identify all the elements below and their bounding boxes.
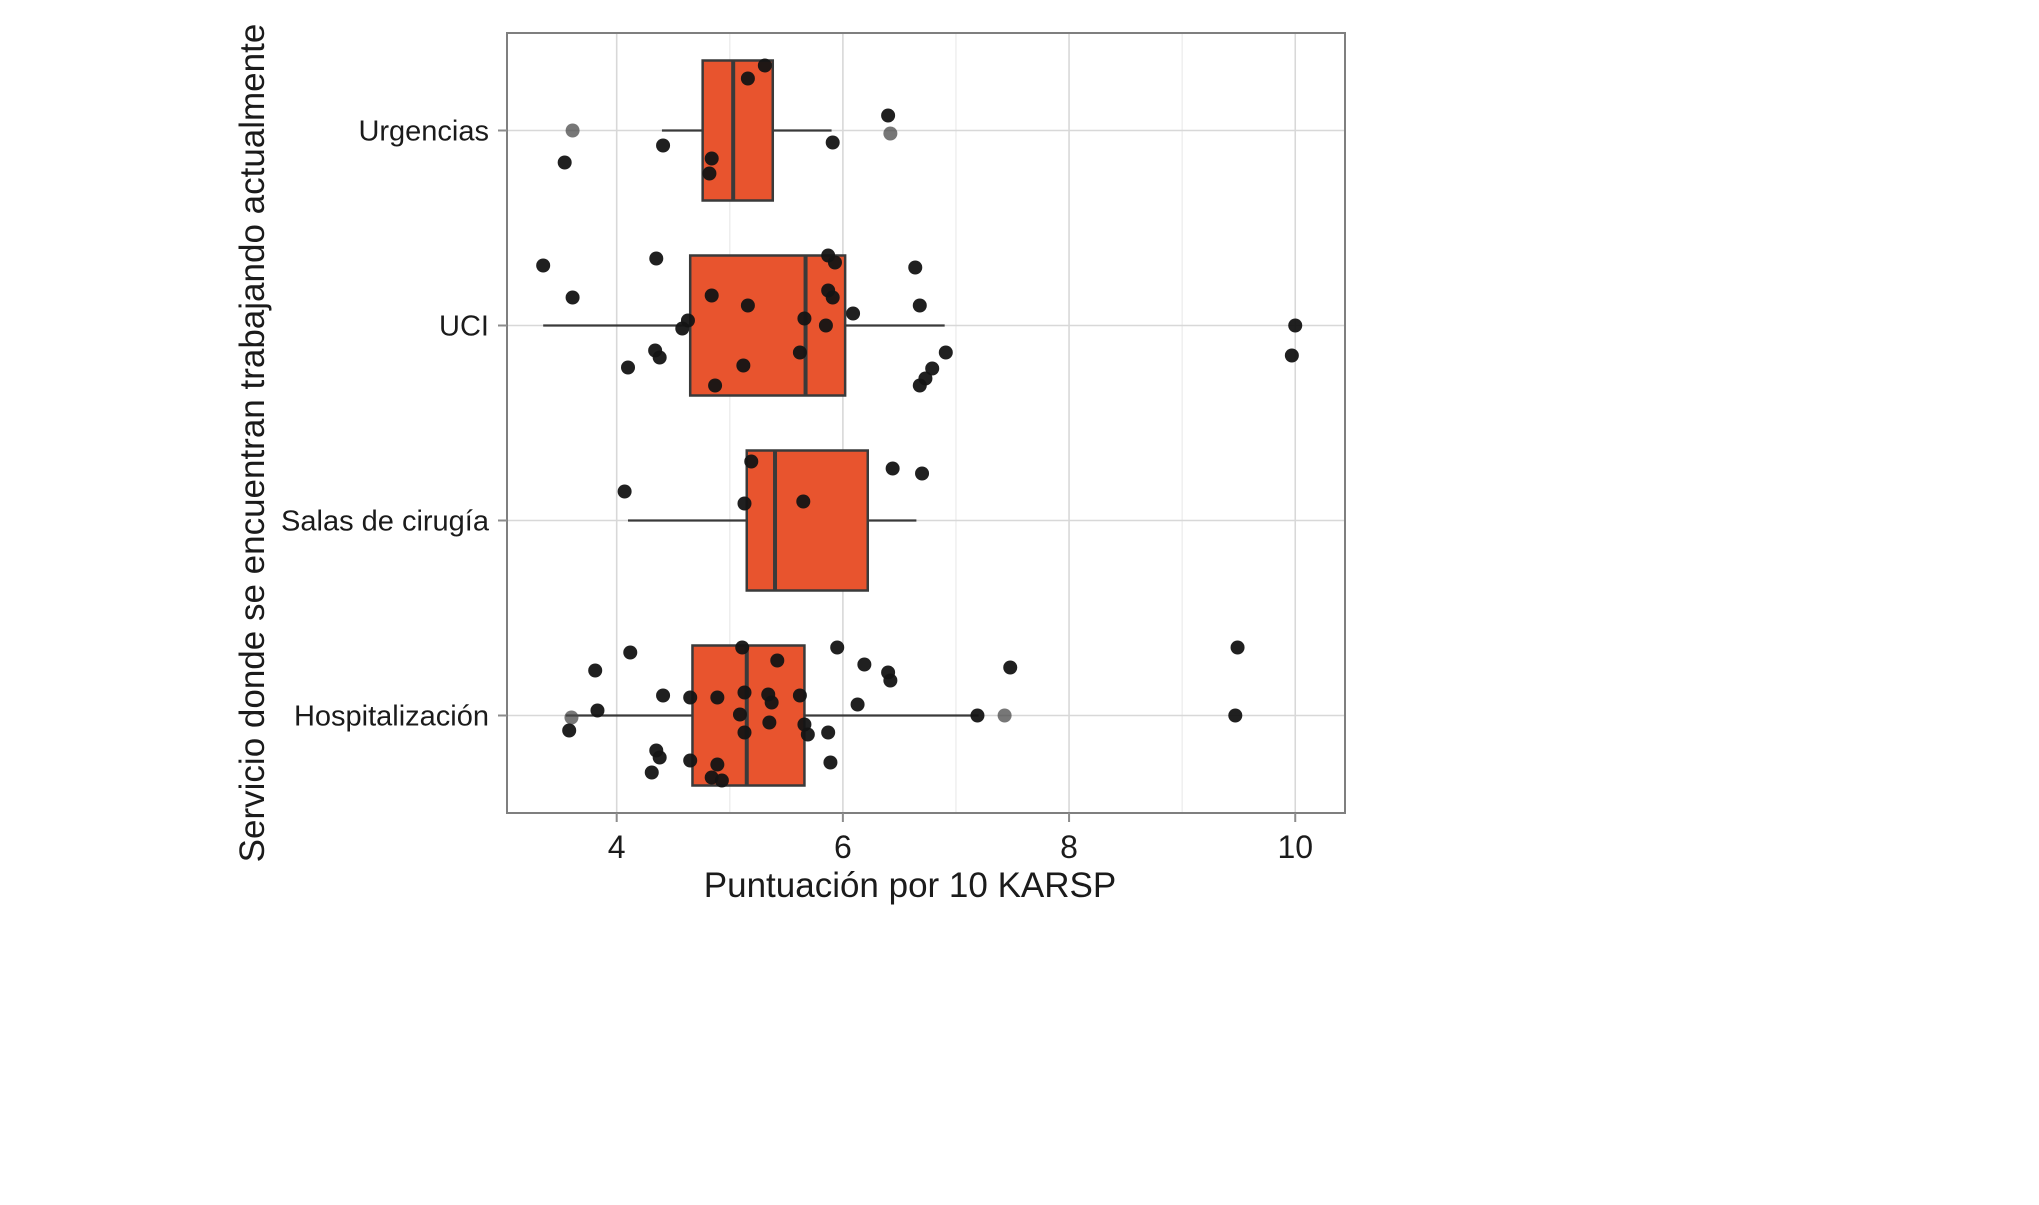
data-point-urgencias — [656, 138, 671, 153]
data-point-hospitalizacion — [970, 708, 985, 723]
data-point-hospitalizacion — [683, 690, 698, 705]
y-axis-title: Servicio donde se encuentran trabajando … — [233, 23, 272, 863]
data-point-uci — [938, 345, 953, 360]
data-point-urgencias — [881, 108, 896, 123]
data-point-hospitalizacion — [821, 725, 836, 740]
data-point-uci — [797, 311, 812, 326]
x-axis-title: Puntuación por 10 KARSP — [703, 866, 1117, 905]
data-point-hospitalizacion — [764, 695, 779, 710]
data-point-uci — [912, 378, 927, 393]
data-point-hospitalizacion — [737, 725, 752, 740]
data-point-hospitalizacion — [883, 673, 898, 688]
data-point-hospitalizacion — [652, 750, 667, 765]
data-point-uci — [825, 290, 840, 305]
data-point-uci — [792, 345, 807, 360]
data-point-uci — [704, 288, 719, 303]
data-point-hospitalizacion — [590, 703, 605, 718]
data-point-urgencias — [757, 58, 772, 73]
data-point-hospitalizacion — [588, 663, 603, 678]
data-point-uci — [675, 321, 690, 336]
data-point-hospitalizacion — [770, 653, 785, 668]
data-point-hospitalizacion — [732, 707, 747, 722]
data-point-hospitalizacion — [792, 688, 807, 703]
y-category-label-urgencias: Urgencias — [358, 116, 489, 148]
data-point-hospitalizacion — [1230, 640, 1245, 655]
data-point-hospitalizacion — [800, 727, 815, 742]
data-point-hospitalizacion — [1003, 660, 1018, 675]
data-point-hospitalizacion — [830, 640, 845, 655]
box-salas-de-cirugia — [745, 449, 870, 592]
data-point-uci — [736, 358, 751, 373]
data-point-uci — [652, 350, 667, 365]
data-point-urgencias — [825, 135, 840, 150]
data-point-hospitalizacion — [850, 697, 865, 712]
data-point-hospitalizacion — [735, 640, 750, 655]
data-point-hospitalizacion — [823, 755, 838, 770]
data-point-urgencias — [557, 155, 572, 170]
data-point-uci — [908, 260, 923, 275]
data-point-uci — [708, 378, 723, 393]
data-point-salas-de-cirugia — [617, 484, 632, 499]
data-point-salas-de-cirugia — [737, 496, 752, 511]
box-urgencias — [701, 59, 775, 202]
data-point-uci — [740, 298, 755, 313]
y-category-label-hospitalizacion: Hospitalización — [294, 701, 489, 733]
x-tick-label-8: 8 — [1060, 829, 1078, 865]
y-category-label-uci: UCI — [439, 311, 489, 343]
data-point-uci — [536, 258, 551, 273]
data-point-uci — [565, 290, 580, 305]
data-point-hospitalizacion — [562, 723, 577, 738]
data-point-hospitalizacion — [644, 765, 659, 780]
data-point-salas-de-cirugia — [744, 454, 759, 469]
y-category-label-salas-de-cirugia: Salas de cirugía — [281, 506, 490, 538]
data-point-hospitalizacion — [857, 657, 872, 672]
data-point-hospitalizacion — [564, 710, 579, 725]
data-point-urgencias — [565, 123, 580, 138]
data-point-hospitalizacion — [714, 773, 729, 788]
data-point-uci — [846, 306, 861, 321]
data-point-hospitalizacion — [683, 753, 698, 768]
data-point-hospitalizacion — [623, 645, 638, 660]
data-point-urgencias — [704, 151, 719, 166]
data-point-urgencias — [883, 126, 898, 141]
data-point-uci — [1284, 348, 1299, 363]
data-point-salas-de-cirugia — [915, 466, 930, 481]
data-point-uci — [649, 251, 664, 266]
data-point-urgencias — [702, 166, 717, 181]
x-tick-label-10: 10 — [1277, 829, 1313, 865]
data-point-uci — [1288, 318, 1303, 333]
data-point-hospitalizacion — [656, 688, 671, 703]
data-point-hospitalizacion — [737, 685, 752, 700]
data-point-uci — [827, 255, 842, 270]
data-point-urgencias — [740, 71, 755, 86]
data-point-hospitalizacion — [710, 690, 725, 705]
panel-border — [506, 32, 1346, 814]
data-point-hospitalizacion — [997, 708, 1012, 723]
data-point-uci — [925, 361, 940, 376]
data-point-uci — [621, 360, 636, 375]
data-point-uci — [818, 318, 833, 333]
data-point-salas-de-cirugia — [796, 494, 811, 509]
data-point-hospitalizacion — [1228, 708, 1243, 723]
data-point-hospitalizacion — [762, 715, 777, 730]
data-point-hospitalizacion — [710, 757, 725, 772]
data-point-uci — [912, 298, 927, 313]
data-point-salas-de-cirugia — [885, 461, 900, 476]
x-tick-label-4: 4 — [608, 829, 626, 865]
x-tick-label-6: 6 — [834, 829, 852, 865]
